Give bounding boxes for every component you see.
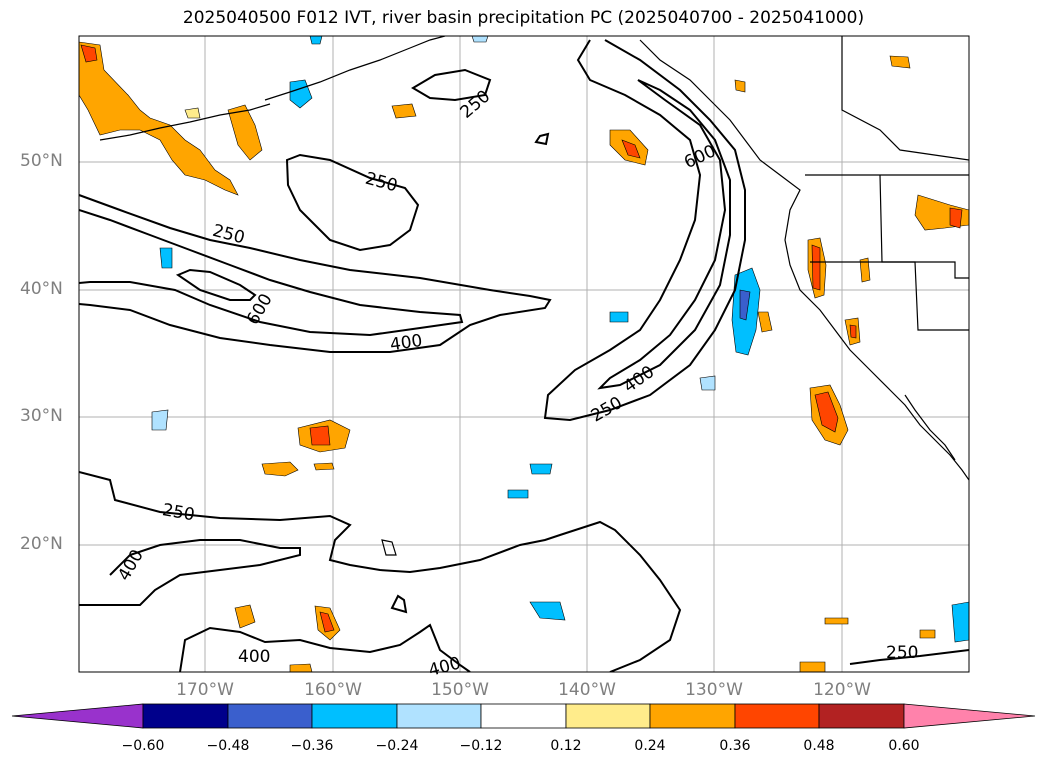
plot-frame [78, 35, 970, 673]
precip-blob [159, 247, 173, 269]
colorbar-tick: 0.12 [550, 738, 582, 754]
colorbar-segment [480, 703, 567, 729]
precip-blob [289, 663, 313, 672]
colorbar-tick: −0.60 [121, 738, 165, 754]
aleutian-islands [99, 103, 271, 141]
ivt-contour [79, 471, 682, 672]
precip-blob [234, 604, 256, 629]
colorbar-extend-min [11, 703, 144, 729]
colorbar-tick: −0.36 [290, 738, 334, 754]
colorbar-tick: 0.60 [888, 738, 920, 754]
contour-label: 400 [389, 331, 424, 355]
lat-label-20n: 20°N [20, 534, 63, 554]
map-title: 2025040500 F012 IVT, river basin precipi… [182, 8, 865, 28]
precip-blob [319, 611, 335, 633]
lon-label-170w: 170°W [176, 680, 234, 700]
north-america-coast [639, 39, 969, 481]
precip-blob [951, 601, 969, 643]
ivt-contour [285, 153, 420, 252]
precip-blob [80, 44, 98, 63]
alaska-coast [264, 36, 446, 101]
lon-label-150w: 150°W [431, 680, 489, 700]
precip-blob [919, 629, 936, 639]
lat-label-50n: 50°N [20, 151, 63, 171]
colorbar-extend-max [903, 703, 1036, 729]
contour-label: 400 [238, 647, 270, 667]
colorbar-segment [396, 703, 482, 729]
ivt-contour [534, 132, 550, 146]
colorbar-segment [227, 703, 313, 729]
colorbar-segment [818, 703, 905, 729]
precip-blob [824, 617, 849, 625]
precip-blob [799, 661, 826, 672]
colorbar-tick: 0.24 [634, 738, 666, 754]
ivt-contour [390, 594, 408, 614]
colorbar-segment [311, 703, 398, 729]
baja-coast [904, 394, 956, 461]
precip-blob [507, 489, 529, 499]
coastlines [99, 36, 969, 556]
colorbar-segment [565, 703, 651, 729]
ivt-contour [849, 649, 969, 665]
colorbar-tick: −0.48 [206, 738, 250, 754]
ivt-contour [543, 39, 746, 422]
precip-blob [734, 79, 746, 93]
hawaii-island [381, 539, 397, 556]
precip-blob [471, 36, 489, 43]
colorbar-segment [649, 703, 736, 729]
precip-blob [391, 103, 417, 119]
ivt-contour [79, 539, 301, 606]
precip-blob [757, 311, 773, 333]
lat-label-30n: 30°N [20, 406, 63, 426]
ivt-contour [411, 68, 492, 102]
precip-blob [949, 207, 963, 229]
colorbar-tick: −0.12 [459, 738, 503, 754]
precip-blob [609, 311, 629, 323]
precip-blob [227, 104, 263, 161]
lon-label-120w: 120°W [813, 680, 871, 700]
precip-blob [261, 461, 299, 477]
precip-blob [699, 375, 716, 391]
colorbar-tick: −0.24 [375, 738, 419, 754]
precip-blob [859, 257, 871, 283]
colorbar-segment [142, 703, 229, 729]
contour-label: 250 [886, 643, 918, 663]
precip-blob [151, 409, 169, 431]
precip-blob [739, 289, 751, 321]
ivt-contour [79, 209, 464, 337]
precip-blob [621, 139, 641, 159]
precip-blob [811, 244, 821, 291]
precip-blob [79, 41, 239, 196]
colorbar-tick: 0.36 [719, 738, 751, 754]
plot-area [79, 36, 969, 672]
precip-blob [849, 324, 857, 339]
state-borders [841, 36, 969, 161]
ivt-contour [597, 79, 731, 390]
precip-blob [309, 425, 331, 446]
lon-label-140w: 140°W [558, 680, 616, 700]
lon-label-130w: 130°W [685, 680, 743, 700]
colorbar-segment [734, 703, 820, 729]
precip-blob [313, 462, 335, 471]
precip-negative-areas [151, 36, 969, 643]
ivt-contour [79, 194, 552, 353]
state-borders [810, 261, 969, 279]
lat-label-40n: 40°N [20, 279, 63, 299]
precip-blob [184, 107, 201, 119]
colorbar-tick: 0.48 [803, 738, 835, 754]
lon-label-160w: 160°W [304, 680, 362, 700]
precip-blob [529, 601, 566, 621]
precip-positive-areas [79, 41, 969, 672]
precip-blob [889, 55, 911, 69]
ivt-contours [79, 39, 969, 672]
ivt-contour [175, 268, 257, 301]
colorbar [11, 703, 1036, 729]
precip-blob [309, 36, 323, 45]
ivt-contour [179, 623, 471, 672]
precip-blob [529, 463, 553, 475]
precip-blob [814, 391, 839, 433]
